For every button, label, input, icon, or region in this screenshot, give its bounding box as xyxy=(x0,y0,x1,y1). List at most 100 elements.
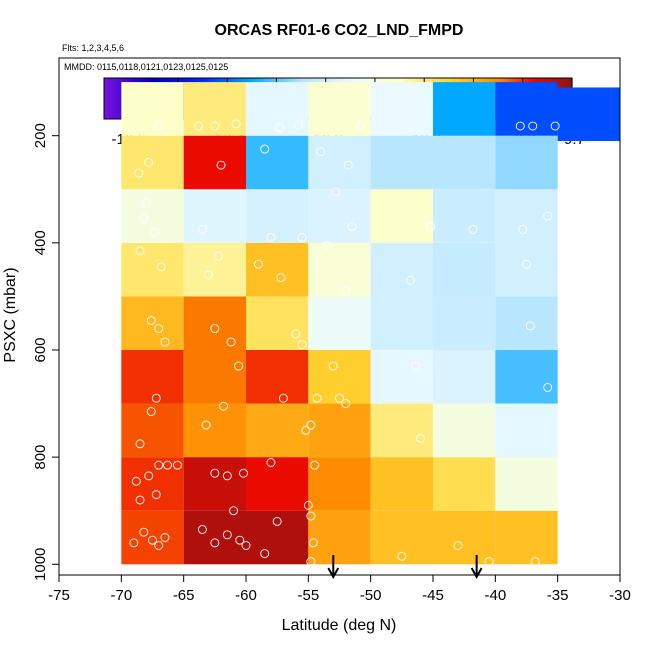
heatmap-cell xyxy=(246,135,309,190)
observation-point xyxy=(239,468,248,478)
heatmap-cell xyxy=(308,82,371,136)
x-tick-label: -55 xyxy=(297,587,319,604)
plot-frame xyxy=(58,57,621,576)
observation-point xyxy=(235,535,245,545)
observation-point xyxy=(139,214,149,224)
heatmap-cell xyxy=(308,189,371,243)
heatmap-cell xyxy=(495,510,558,565)
observation-point xyxy=(135,246,145,256)
heatmap-cell xyxy=(495,403,558,458)
heatmap-cell xyxy=(370,242,433,297)
heatmap-cell xyxy=(246,296,309,350)
observation-point xyxy=(468,224,478,234)
observation-point xyxy=(397,551,407,561)
observation-point xyxy=(303,500,313,510)
observation-point xyxy=(306,557,316,567)
observation-point xyxy=(515,121,525,131)
observation-point xyxy=(335,393,344,403)
observation-point xyxy=(260,549,270,559)
observation-point xyxy=(543,211,553,221)
observation-point xyxy=(222,471,232,481)
x-tick-label: -40 xyxy=(484,587,506,604)
heatmap-cell xyxy=(495,82,558,136)
observation-point xyxy=(272,516,282,526)
observation-point xyxy=(150,227,160,237)
observation-point xyxy=(216,160,226,170)
observation-point xyxy=(306,420,316,430)
heatmap-cell xyxy=(495,189,558,243)
observation-points xyxy=(129,119,560,567)
observation-point xyxy=(134,168,144,178)
heatmap-cell xyxy=(495,349,558,404)
observation-point xyxy=(518,224,528,234)
observation-point xyxy=(528,121,538,131)
heatmap-cell xyxy=(433,403,496,458)
heatmap-cell xyxy=(370,349,433,404)
x-tick-label: -70 xyxy=(110,587,132,604)
observation-point xyxy=(160,533,170,542)
heatmap-cell xyxy=(246,403,309,458)
observation-point xyxy=(146,407,156,417)
heatmap-cell xyxy=(370,457,433,511)
observation-point xyxy=(144,471,154,481)
heatmap-cell xyxy=(495,135,558,190)
heatmap-cell xyxy=(246,457,309,511)
heatmap-cell xyxy=(183,403,246,458)
observation-point xyxy=(135,439,145,449)
heatmap-cell xyxy=(121,189,184,243)
observation-point xyxy=(146,316,156,325)
heatmap-cell xyxy=(370,189,433,243)
heatmap-cell xyxy=(246,510,309,565)
observation-point xyxy=(266,458,276,467)
y-tick-label: 200 xyxy=(32,123,49,148)
observation-point xyxy=(214,251,224,261)
observation-point xyxy=(210,468,220,478)
heatmap-cell xyxy=(183,296,246,350)
heatmap-cell xyxy=(370,82,433,136)
heatmap-cell xyxy=(370,296,433,350)
observation-point xyxy=(172,460,182,470)
observation-point xyxy=(343,160,353,170)
colorbar-segment xyxy=(115,78,121,119)
observation-point xyxy=(341,399,351,409)
observation-point xyxy=(197,525,207,534)
observation-point xyxy=(522,259,531,269)
observation-point xyxy=(139,527,149,537)
observation-point xyxy=(356,121,366,131)
heatmap-cell xyxy=(183,349,246,404)
x-axis-label: Latitude (deg N) xyxy=(282,617,397,634)
observation-point xyxy=(543,383,553,392)
observation-point xyxy=(328,361,338,371)
observation-point xyxy=(154,541,164,550)
observation-point xyxy=(151,490,161,500)
observation-point xyxy=(260,144,270,154)
observation-point xyxy=(301,425,311,435)
y-axis-label: PSXC (mbar) xyxy=(2,267,19,362)
heatmap-cell xyxy=(370,135,433,190)
heatmap-cell xyxy=(121,457,184,511)
colorbar-segment xyxy=(104,78,109,119)
observation-point xyxy=(231,119,241,129)
y-tick-label: 800 xyxy=(32,445,49,470)
heatmap-cell xyxy=(183,189,246,243)
heatmap-cell xyxy=(433,242,496,297)
heatmap-cells xyxy=(121,82,620,565)
observation-point xyxy=(293,120,303,130)
heatmap-cell xyxy=(308,242,371,297)
dates-note: MMDD: 0115,0118,0121,0123,0125,0125 xyxy=(64,62,228,72)
observation-point xyxy=(219,401,229,411)
observation-point xyxy=(550,121,560,131)
x-tick-label: -35 xyxy=(547,587,569,604)
axes: -75 -70 -65 -60 -55 -50 -45 -40 -35 -30 200 400 600 8… xyxy=(32,123,631,604)
heatmap-cell xyxy=(183,82,246,136)
observation-point xyxy=(204,270,214,280)
observation-point xyxy=(222,530,232,540)
colorbar-segment xyxy=(107,78,113,119)
observation-point xyxy=(131,476,141,486)
x-tick-label: -45 xyxy=(422,587,444,604)
observation-point xyxy=(530,557,540,567)
heatmap-cell xyxy=(246,242,309,297)
observation-point xyxy=(234,361,243,371)
observation-point xyxy=(275,123,285,133)
heatmap-cell xyxy=(557,87,620,142)
